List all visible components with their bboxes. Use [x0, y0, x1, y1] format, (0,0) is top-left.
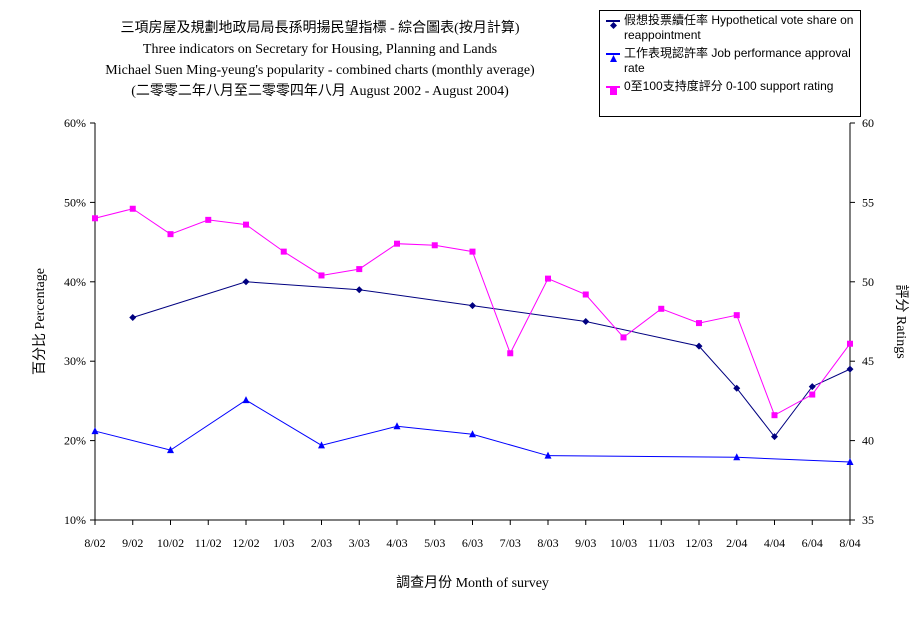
y-tick-label-left: 50%: [64, 195, 86, 209]
data-point-triangle: [733, 453, 741, 461]
data-point-square: [243, 221, 249, 228]
data-point-square: [318, 272, 325, 279]
y-tick-label-left: 60%: [64, 116, 86, 130]
x-tick-label: 11/03: [648, 536, 675, 550]
data-point-diamond: [469, 302, 476, 310]
data-point-triangle: [318, 441, 325, 449]
data-point-triangle: [846, 458, 854, 466]
y-tick-label-left: 30%: [64, 354, 86, 368]
data-point-square: [431, 242, 438, 249]
title-line-4: (二零零二年八月至二零零四年八月 August 2002 - August 20…: [131, 84, 509, 99]
x-tick-label: 9/02: [122, 536, 143, 550]
data-point-square: [545, 275, 551, 282]
x-axis-title: 調查月份 Month of survey: [396, 575, 549, 591]
chart-title: 三項房屋及規劃地政局局長孫明揚民望指標 - 綜合圖表(按月計算) Three i…: [60, 18, 580, 102]
x-tick-label: 5/03: [424, 536, 445, 550]
data-point-diamond: [846, 365, 854, 373]
data-point-square: [582, 291, 589, 298]
diamond-marker-icon: [610, 18, 617, 32]
x-tick-label: 8/02: [84, 536, 105, 550]
legend-swatch-support-rating: [606, 86, 620, 88]
x-tick-label: 12/02: [232, 536, 259, 550]
y-tick-label-left: 40%: [64, 275, 86, 289]
data-point-diamond: [695, 342, 703, 350]
y-tick-label-right: 40: [862, 434, 874, 448]
square-marker-icon: [610, 84, 617, 98]
y-tick-label-left: 10%: [64, 513, 86, 527]
x-tick-label: 2/03: [311, 536, 332, 550]
title-line-2: Three indicators on Secretary for Housin…: [142, 42, 498, 57]
x-tick-label: 10/03: [610, 536, 637, 550]
chart-legend: 假想投票續任率 Hypothetical vote share on reapp…: [599, 10, 861, 117]
legend-swatch-vote-share: [606, 20, 620, 22]
data-point-square: [696, 320, 702, 327]
x-tick-label: 3/03: [349, 536, 370, 550]
data-point-square: [809, 391, 816, 398]
legend-label-support-rating: 0至100支持度評分 0-100 support rating: [624, 79, 834, 93]
y-tick-label-right: 50: [862, 275, 874, 289]
data-point-square: [733, 312, 740, 319]
title-line-1: 三項房屋及規劃地政局局長孫明揚民望指標 - 綜合圖表(按月計算): [120, 21, 520, 36]
y-axis-title-left: 百分比 Percentage: [32, 268, 48, 375]
legend-item-support-rating: 0至100支持度評分 0-100 support rating: [600, 77, 860, 110]
x-tick-label: 8/04: [839, 536, 860, 550]
data-point-square: [205, 216, 212, 223]
data-point-triangle: [167, 446, 174, 454]
data-point-triangle: [544, 451, 552, 459]
data-point-square: [92, 215, 98, 222]
data-point-square: [280, 248, 287, 255]
data-point-square: [507, 350, 514, 357]
data-point-square: [469, 248, 476, 255]
x-tick-label: 8/03: [537, 536, 558, 550]
data-point-diamond: [582, 318, 590, 325]
data-point-diamond: [129, 314, 137, 322]
title-line-3: Michael Suen Ming-yeung's popularity - c…: [105, 63, 535, 78]
data-point-square: [167, 231, 174, 238]
data-point-square: [771, 412, 778, 419]
data-point-triangle: [91, 427, 99, 435]
y-tick-label-right: 45: [862, 354, 874, 368]
data-point-triangle: [469, 430, 476, 438]
data-point-square: [356, 266, 363, 273]
data-point-diamond: [355, 286, 363, 294]
y-tick-label-right: 60: [862, 116, 874, 130]
data-point-diamond: [733, 384, 741, 392]
x-tick-label: 2/04: [726, 536, 747, 550]
x-tick-label: 11/02: [195, 536, 222, 550]
x-tick-label: 7/03: [500, 536, 521, 550]
legend-item-vote-share: 假想投票續任率 Hypothetical vote share on reapp…: [600, 11, 860, 44]
y-tick-label-right: 55: [862, 195, 874, 209]
legend-item-job-approval: 工作表現認許率 Job performance approval rate: [600, 44, 860, 77]
x-tick-label: 6/04: [802, 536, 823, 550]
triangle-marker-icon: [610, 51, 617, 65]
x-tick-label: 9/03: [575, 536, 596, 550]
data-point-diamond: [771, 433, 778, 441]
x-tick-label: 12/03: [685, 536, 712, 550]
x-tick-label: 4/03: [386, 536, 407, 550]
y-axis-title-right: 評分 Ratings: [893, 284, 909, 358]
y-tick-label-right: 35: [862, 513, 874, 527]
x-tick-label: 6/03: [462, 536, 483, 550]
legend-label-job-approval: 工作表現認許率 Job performance approval rate: [624, 46, 851, 75]
data-point-square: [658, 305, 665, 312]
data-point-square: [394, 240, 400, 247]
data-point-triangle: [393, 422, 401, 430]
legend-label-vote-share: 假想投票續任率 Hypothetical vote share on reapp…: [624, 13, 854, 42]
x-tick-label: 4/04: [764, 536, 785, 550]
y-tick-label-left: 20%: [64, 434, 86, 448]
data-point-square: [129, 205, 136, 212]
x-tick-label: 10/02: [157, 536, 184, 550]
data-point-diamond: [808, 383, 816, 391]
legend-swatch-job-approval: [606, 53, 620, 55]
series-line-0: [132, 281, 851, 438]
x-tick-label: 1/03: [273, 536, 294, 550]
data-point-square: [847, 340, 853, 347]
series-line-2: [94, 208, 851, 416]
data-point-diamond: [242, 278, 250, 286]
data-point-triangle: [242, 396, 250, 404]
data-point-square: [620, 334, 627, 341]
